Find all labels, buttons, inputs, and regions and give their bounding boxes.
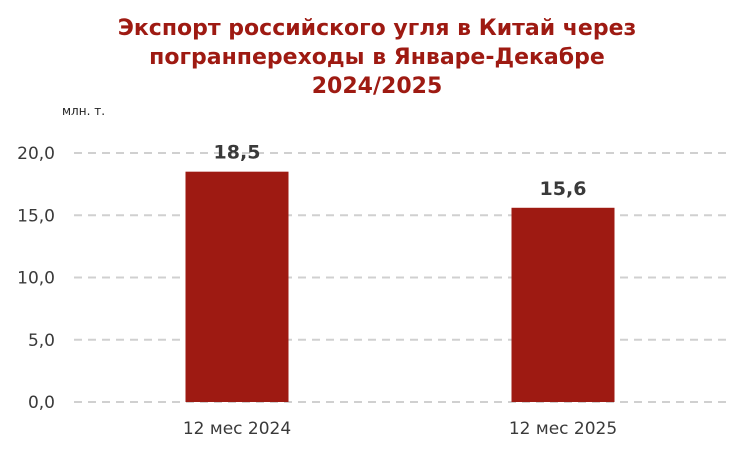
y-tick-label: 15,0 xyxy=(17,206,55,226)
data-label: 15,6 xyxy=(540,178,587,200)
bar xyxy=(511,207,615,402)
y-tick-label: 20,0 xyxy=(17,144,55,164)
y-tick-label: 5,0 xyxy=(28,331,55,351)
x-tick-label: 12 мес 2025 xyxy=(509,419,617,439)
data-label: 18,5 xyxy=(214,142,261,164)
chart-title-line-2: погранпереходы в Январе-Декабре xyxy=(149,45,605,70)
y-tick-label: 10,0 xyxy=(17,269,55,289)
bar xyxy=(185,171,289,402)
y-axis-unit-label: млн. т. xyxy=(62,104,106,118)
chart-title: Экспорт российского угля в Китай через п… xyxy=(0,14,754,101)
y-tick-label: 0,0 xyxy=(28,393,55,413)
x-tick-label: 12 мес 2024 xyxy=(183,419,291,439)
chart-title-line-3: 2024/2025 xyxy=(311,74,443,99)
chart-title-line-1: Экспорт российского угля в Китай через xyxy=(117,16,637,41)
